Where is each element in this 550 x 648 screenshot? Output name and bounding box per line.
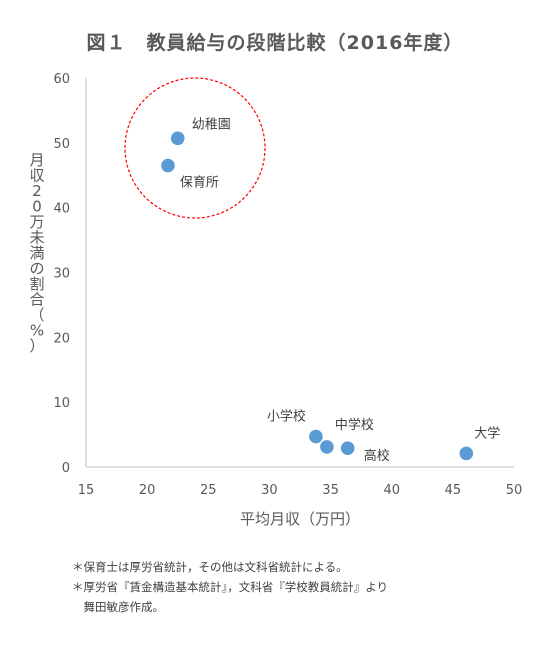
data-point-4	[340, 441, 355, 455]
data-point-1	[161, 158, 175, 173]
x-tick-label-6: 45	[445, 483, 462, 498]
y-tick-label-6: 60	[53, 72, 70, 87]
data-point-3	[320, 440, 334, 454]
y-axis-title-char-9: 合	[29, 291, 44, 309]
chart-title: 図１ 教員給与の段階比較（2016年度）	[86, 32, 464, 54]
y-axis-title-char-5: 未	[29, 229, 44, 247]
y-tick-label-0: 0	[62, 461, 70, 476]
point-label-1: 保育所	[180, 175, 219, 191]
y-axis-title-char-10: （	[29, 306, 44, 324]
y-axis-title-char-8: 割	[29, 275, 44, 293]
tick-labels: 15 20 25 30 35 40 45 50 0 10 20 30 40 50 60	[53, 72, 522, 498]
y-axis-title-char-12: ）	[29, 337, 44, 355]
footnote-3: 舞田敏彦作成。	[72, 600, 164, 614]
data-point-2	[309, 429, 323, 444]
point-label-3: 中学校	[335, 417, 374, 433]
y-axis-title-char-0: 月	[29, 151, 44, 169]
x-tick-label-7: 50	[506, 483, 523, 498]
point-label-5: 大学	[474, 425, 500, 441]
x-tick-label-5: 40	[383, 483, 400, 498]
x-axis-title: 平均月収（万円）	[240, 510, 360, 528]
point-label-2: 小学校	[267, 409, 306, 425]
data-points	[161, 131, 474, 461]
x-tick-label-1: 20	[139, 483, 156, 498]
highlight-circle	[124, 77, 266, 219]
y-tick-label-4: 40	[53, 202, 70, 217]
data-point-0	[170, 131, 185, 146]
y-tick-label-2: 20	[53, 331, 70, 346]
y-axis-title-char-6: 満	[29, 244, 44, 262]
data-point-5	[459, 446, 474, 461]
y-axis-title-char-3: 0	[32, 198, 42, 216]
point-label-0: 幼稚園	[192, 117, 231, 132]
point-label-4: 高校	[364, 448, 390, 464]
footnote-1: ＊保育士は厚労省統計，その他は文科省統計による。	[72, 560, 348, 574]
y-tick-label-1: 10	[53, 396, 70, 411]
highlight-group	[124, 77, 266, 219]
y-axis-title-char-7: の	[29, 260, 44, 278]
x-tick-label-3: 30	[261, 483, 278, 498]
footnote-2: ＊厚労省『賃金構造基本統計』，文科省『学校教員統計』より	[72, 580, 389, 594]
footnotes: ＊保育士は厚労省統計，その他は文科省統計による。 ＊厚労省『賃金構造基本統計』，…	[72, 557, 388, 617]
y-axis-title-char-4: 万	[29, 213, 44, 231]
y-axis-title-char-2: 2	[32, 182, 42, 200]
y-tick-label-3: 30	[53, 267, 70, 282]
axes	[85, 78, 514, 468]
x-tick-label-0: 15	[78, 483, 95, 498]
y-axis-title-char-1: 収	[29, 167, 44, 185]
y-tick-label-5: 50	[53, 137, 70, 152]
x-tick-label-4: 35	[322, 483, 339, 498]
x-tick-label-2: 25	[200, 483, 217, 498]
y-axis-title-char-11: %	[30, 322, 44, 340]
